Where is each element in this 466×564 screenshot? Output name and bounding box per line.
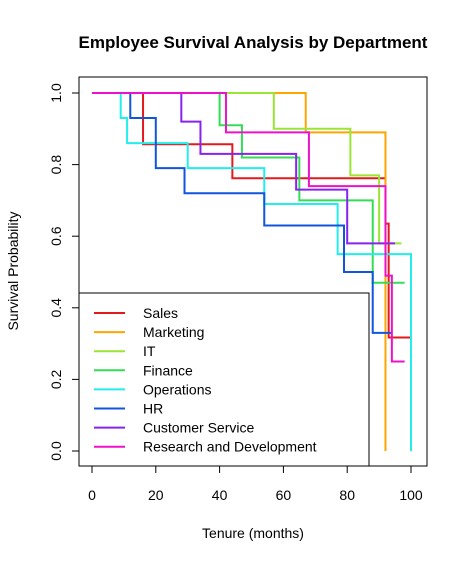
y-tick-label: 0.0 bbox=[48, 441, 64, 461]
x-axis-label: Tenure (months) bbox=[202, 525, 304, 541]
chart-title: Employee Survival Analysis by Department bbox=[79, 33, 428, 52]
legend-label-research-and-development: Research and Development bbox=[143, 439, 317, 455]
y-tick-label: 0.6 bbox=[48, 226, 64, 246]
series-hr bbox=[92, 92, 392, 334]
survival-curves bbox=[92, 92, 412, 451]
x-tick-label: 100 bbox=[399, 487, 423, 503]
x-tick-label: 40 bbox=[212, 487, 228, 503]
x-tick-label: 0 bbox=[88, 487, 96, 503]
legend: Sales Marketing IT Finance Operations HR Custo… bbox=[78, 292, 370, 467]
y-tick-label: 0.2 bbox=[48, 369, 64, 389]
x-tick-label: 20 bbox=[148, 487, 164, 503]
legend-label-hr: HR bbox=[143, 401, 163, 417]
y-tick-label: 0.8 bbox=[48, 155, 64, 175]
x-axis: 0 20 40 60 80 100 bbox=[88, 465, 423, 503]
series-research-and-development bbox=[92, 92, 405, 363]
y-tick-label: 0.4 bbox=[48, 298, 64, 318]
legend-label-sales: Sales bbox=[143, 305, 178, 321]
legend-label-finance: Finance bbox=[143, 362, 193, 378]
series-operations bbox=[92, 92, 412, 451]
y-tick-label: 1.0 bbox=[48, 83, 64, 103]
x-tick-label: 80 bbox=[339, 487, 355, 503]
legend-label-marketing: Marketing bbox=[143, 324, 204, 340]
x-tick-label: 60 bbox=[276, 487, 292, 503]
legend-label-operations: Operations bbox=[143, 381, 211, 397]
legend-label-it: IT bbox=[143, 343, 156, 359]
series-customer-service bbox=[92, 92, 396, 245]
legend-label-customer-service: Customer Service bbox=[143, 420, 254, 436]
y-axis: 0.0 0.2 0.4 0.6 0.8 1.0 bbox=[48, 83, 80, 461]
y-axis-label: Survival Probability bbox=[5, 211, 21, 330]
